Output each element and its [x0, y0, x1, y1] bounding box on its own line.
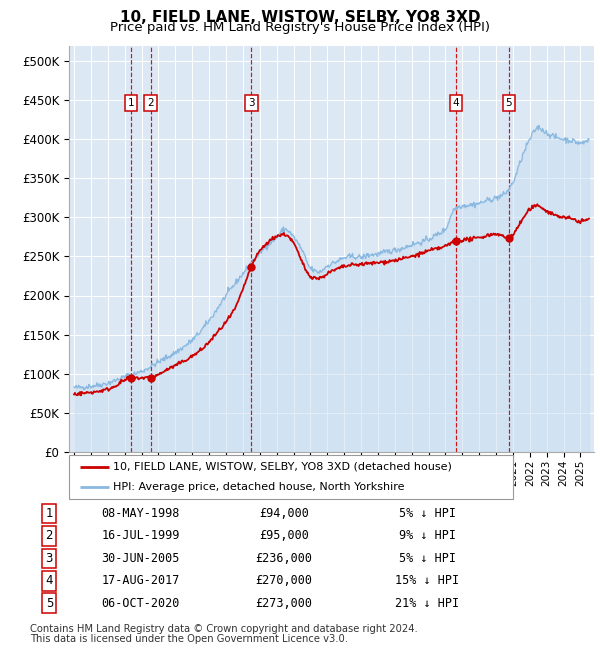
Text: 5% ↓ HPI: 5% ↓ HPI [399, 552, 456, 565]
Text: 08-MAY-1998: 08-MAY-1998 [101, 507, 179, 520]
Text: 5: 5 [46, 597, 53, 610]
FancyBboxPatch shape [69, 455, 513, 499]
Text: 16-JUL-1999: 16-JUL-1999 [101, 530, 179, 543]
Text: 9% ↓ HPI: 9% ↓ HPI [399, 530, 456, 543]
Text: 06-OCT-2020: 06-OCT-2020 [101, 597, 179, 610]
Text: 30-JUN-2005: 30-JUN-2005 [101, 552, 179, 565]
Text: 4: 4 [46, 574, 53, 587]
Text: 5% ↓ HPI: 5% ↓ HPI [399, 507, 456, 520]
Text: 21% ↓ HPI: 21% ↓ HPI [395, 597, 460, 610]
Text: 17-AUG-2017: 17-AUG-2017 [101, 574, 179, 587]
Text: 2: 2 [46, 530, 53, 543]
Text: £273,000: £273,000 [256, 597, 313, 610]
Text: 1: 1 [46, 507, 53, 520]
Text: £236,000: £236,000 [256, 552, 313, 565]
Text: £94,000: £94,000 [259, 507, 309, 520]
Text: This data is licensed under the Open Government Licence v3.0.: This data is licensed under the Open Gov… [30, 634, 348, 644]
Text: 5: 5 [506, 98, 512, 109]
Text: 15% ↓ HPI: 15% ↓ HPI [395, 574, 460, 587]
Text: Price paid vs. HM Land Registry's House Price Index (HPI): Price paid vs. HM Land Registry's House … [110, 21, 490, 34]
Text: 10, FIELD LANE, WISTOW, SELBY, YO8 3XD: 10, FIELD LANE, WISTOW, SELBY, YO8 3XD [120, 10, 480, 25]
Text: 2: 2 [148, 98, 154, 109]
Text: 3: 3 [248, 98, 254, 109]
Text: 10, FIELD LANE, WISTOW, SELBY, YO8 3XD (detached house): 10, FIELD LANE, WISTOW, SELBY, YO8 3XD (… [113, 462, 452, 472]
Text: £95,000: £95,000 [259, 530, 309, 543]
Text: Contains HM Land Registry data © Crown copyright and database right 2024.: Contains HM Land Registry data © Crown c… [30, 624, 418, 634]
Text: 4: 4 [453, 98, 460, 109]
Text: £270,000: £270,000 [256, 574, 313, 587]
Text: 1: 1 [127, 98, 134, 109]
Text: 3: 3 [46, 552, 53, 565]
Text: HPI: Average price, detached house, North Yorkshire: HPI: Average price, detached house, Nort… [113, 482, 405, 492]
